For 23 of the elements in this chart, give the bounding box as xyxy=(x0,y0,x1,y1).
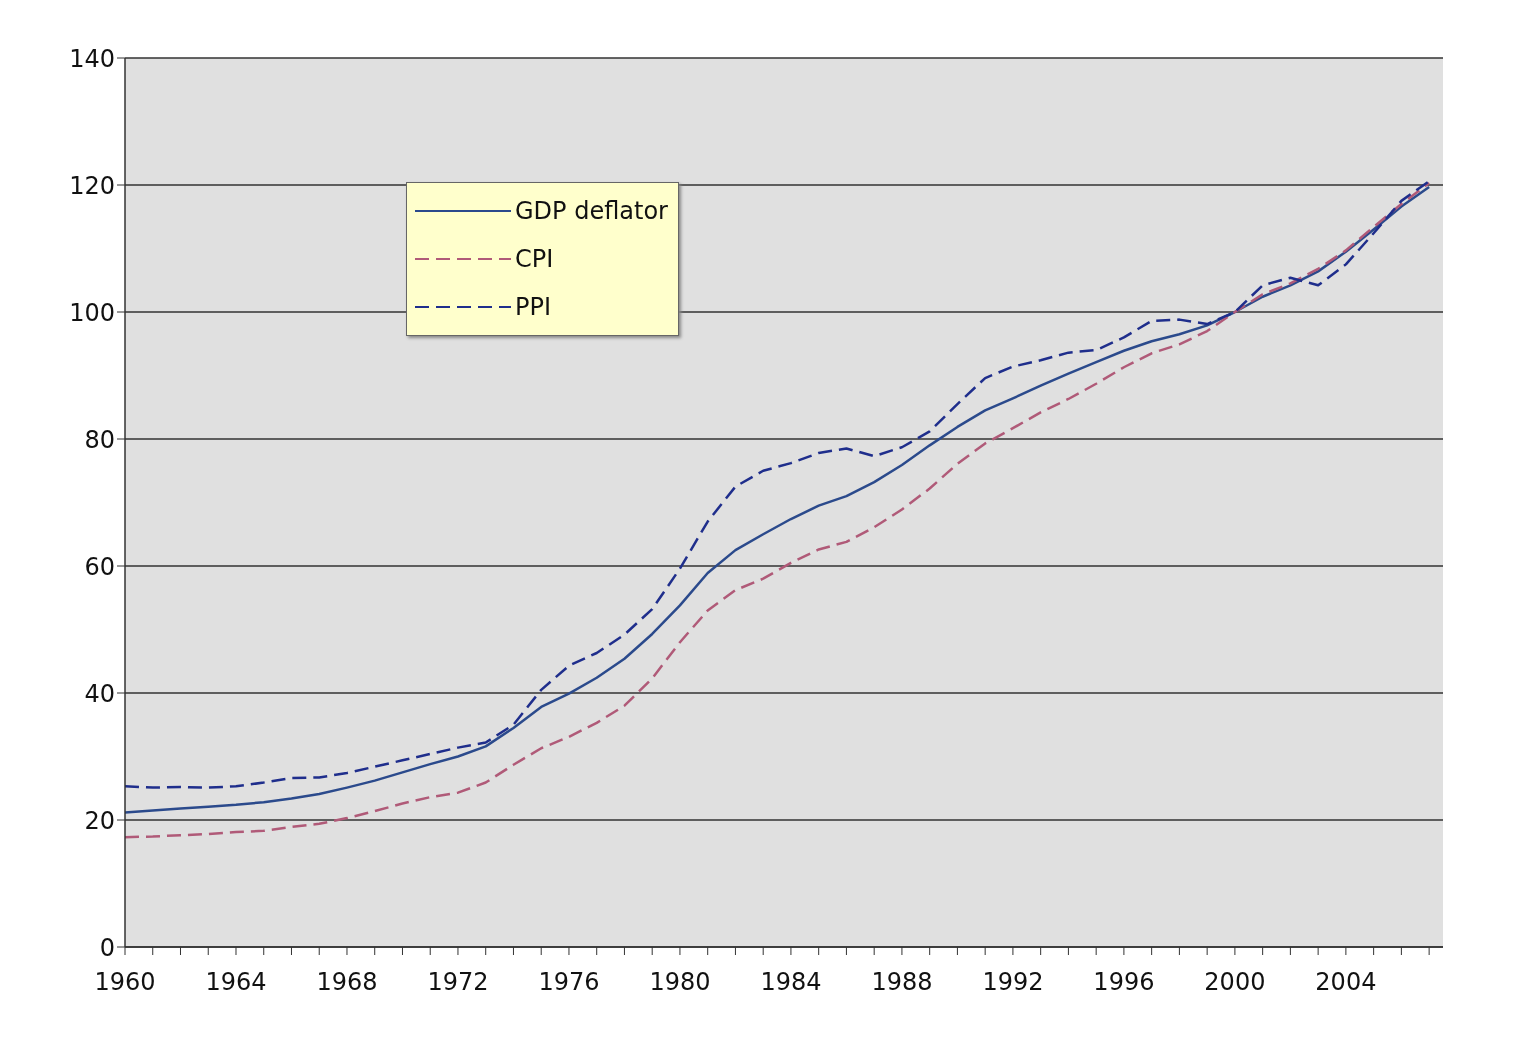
y-tick-label: 120 xyxy=(69,171,115,200)
x-tick-label: 1960 xyxy=(94,968,156,997)
x-tick-label: 1976 xyxy=(538,968,600,997)
x-tick-label: 1984 xyxy=(760,968,822,997)
y-tick-label: 20 xyxy=(84,806,115,835)
legend-label: PPI xyxy=(515,293,552,321)
y-tick-label: 40 xyxy=(84,679,115,708)
x-tick-label: 1996 xyxy=(1093,968,1155,997)
x-tick-label: 2004 xyxy=(1315,968,1377,997)
y-tick-label: 100 xyxy=(69,298,115,327)
x-tick-label: 1992 xyxy=(982,968,1044,997)
x-tick-label: 1988 xyxy=(871,968,933,997)
legend-label: CPI xyxy=(515,245,554,273)
x-tick-label: 1972 xyxy=(427,968,489,997)
x-tick-label: 2000 xyxy=(1204,968,1266,997)
y-tick-label: 60 xyxy=(84,552,115,581)
legend-label: GDP deflator xyxy=(515,197,668,225)
y-tick-label: 0 xyxy=(99,933,115,962)
x-tick-label: 1968 xyxy=(316,968,378,997)
x-tick-label: 1980 xyxy=(649,968,711,997)
y-tick-label: 80 xyxy=(84,425,115,454)
x-tick-label: 1964 xyxy=(205,968,267,997)
y-tick-label: 140 xyxy=(69,44,115,73)
